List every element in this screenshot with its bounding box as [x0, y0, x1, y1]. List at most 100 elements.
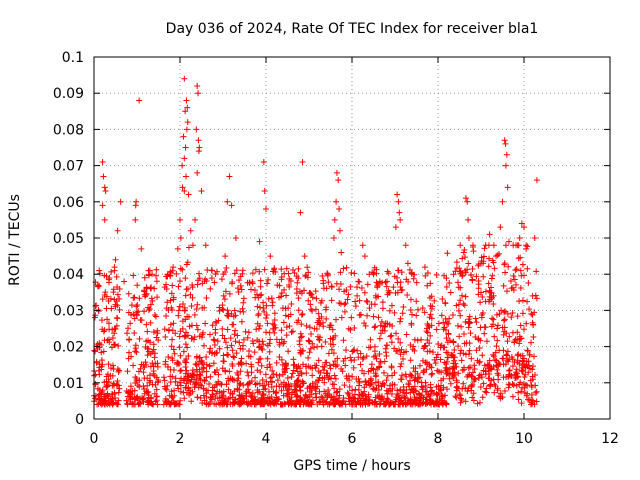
data-point [533, 295, 540, 302]
data-point [526, 396, 533, 403]
data-point [113, 381, 120, 388]
y-tick-label: 0.1 [62, 50, 84, 66]
data-point [257, 277, 264, 284]
data-point [519, 362, 526, 369]
data-point [216, 345, 223, 352]
data-point [105, 395, 112, 402]
data-point [163, 386, 170, 393]
data-point [464, 198, 471, 205]
data-point [455, 307, 462, 314]
data-point [494, 325, 501, 332]
data-point [373, 355, 380, 362]
data-point [518, 220, 525, 227]
data-point [396, 318, 403, 325]
data-point [92, 303, 99, 310]
data-point [177, 397, 184, 404]
data-point [444, 354, 451, 361]
data-point [271, 310, 278, 317]
data-point [528, 383, 535, 390]
data-point [362, 393, 369, 400]
data-point [457, 297, 464, 304]
data-point [293, 387, 300, 394]
data-point [467, 364, 474, 371]
data-point [434, 351, 441, 358]
data-point [222, 339, 229, 346]
data-point [330, 341, 337, 348]
data-point [376, 335, 383, 342]
x-tick-label: 6 [348, 431, 357, 447]
data-point [234, 332, 241, 339]
data-point [372, 323, 379, 330]
data-point [482, 371, 489, 378]
data-point [330, 334, 337, 341]
data-point [297, 288, 304, 295]
data-point [124, 330, 131, 337]
data-point [209, 391, 216, 398]
data-point [103, 293, 110, 300]
data-point [220, 358, 227, 365]
data-point [427, 311, 434, 318]
data-point [298, 396, 305, 403]
data-point [297, 387, 304, 394]
data-point [215, 400, 222, 407]
data-point [194, 368, 201, 375]
data-point [161, 326, 168, 333]
data-point [179, 266, 186, 273]
data-point [344, 296, 351, 303]
data-point [209, 322, 216, 329]
data-point [314, 401, 321, 408]
data-point [494, 322, 501, 329]
data-point [299, 378, 306, 385]
data-point [210, 360, 217, 367]
data-point [396, 347, 403, 354]
data-point [407, 307, 414, 314]
data-point [419, 305, 426, 312]
data-point [125, 290, 132, 297]
data-point [259, 346, 266, 353]
data-point [387, 400, 394, 407]
data-point [107, 365, 114, 372]
data-point [456, 265, 463, 272]
data-point [433, 271, 440, 278]
data-point [254, 367, 261, 374]
data-point [388, 302, 395, 309]
data-point [229, 347, 236, 354]
data-point [457, 395, 464, 402]
data-point [99, 202, 106, 209]
data-point [418, 336, 425, 343]
data-point [525, 369, 532, 376]
y-tick-label: 0.04 [53, 267, 84, 283]
data-point [256, 268, 263, 275]
data-point [503, 351, 510, 358]
data-point [183, 126, 190, 133]
data-point [183, 286, 190, 293]
data-point [402, 242, 409, 249]
data-point [469, 265, 476, 272]
data-point [293, 397, 300, 404]
data-point [273, 336, 280, 343]
data-point [407, 296, 414, 303]
data-point [288, 329, 295, 336]
data-point [370, 313, 377, 320]
data-point [430, 349, 436, 356]
data-point [170, 320, 177, 327]
data-point [409, 311, 416, 318]
x-tick-label: 0 [90, 431, 99, 447]
data-point [490, 321, 497, 328]
data-point [446, 375, 453, 382]
data-point [299, 310, 306, 317]
data-point [415, 390, 422, 397]
data-point [391, 345, 398, 352]
data-point [424, 337, 431, 344]
data-point [482, 288, 489, 295]
data-point [470, 244, 477, 251]
data-point [168, 343, 175, 350]
data-point [385, 270, 392, 277]
data-point [222, 253, 229, 260]
data-point [350, 364, 357, 371]
data-point [315, 377, 322, 384]
data-point [349, 373, 356, 380]
data-point [292, 391, 299, 398]
data-point [504, 310, 511, 317]
